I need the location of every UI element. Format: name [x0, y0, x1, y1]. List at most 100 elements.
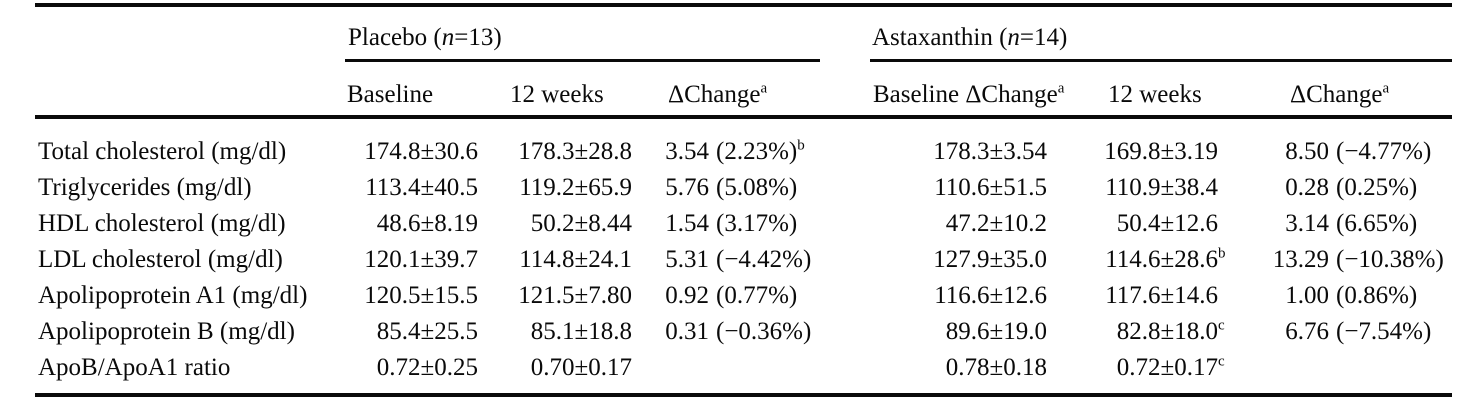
group-header-placebo: Placebo (n=13): [345, 7, 820, 62]
group-label-text: =14): [1019, 24, 1068, 51]
col-header-placebo-12weeks: 12 weeks: [482, 60, 640, 119]
cell-astaxanthin-change: 6.76 (−7.54%): [1228, 313, 1452, 349]
col-header-text: ΔChange: [668, 81, 761, 108]
table-row-apob-apoa1-ratio: ApoB/ApoA1 ratio 0.72±0.25 0.70±0.17 0.7…: [35, 349, 1452, 393]
col-header-astaxanthin-baseline: Baseline ΔChangea: [870, 60, 1064, 119]
cell-placebo-change: 0.31 (−0.36%): [640, 313, 820, 349]
cell-astaxanthin-12weeks: 110.9±38.4: [1060, 169, 1228, 205]
cell-astaxanthin-baseline: 116.6±12.6: [870, 277, 1060, 313]
group-header-astaxanthin: Astaxanthin (n=14): [870, 7, 1453, 62]
col-header-astaxanthin-change: ΔChangea: [1228, 60, 1453, 119]
value: 127.9±35.0: [933, 246, 1047, 273]
col-header-placebo-baseline: Baseline: [345, 60, 482, 119]
table-row-ldl-cholesterol: LDL cholesterol (mg/dl) 120.1±39.7 114.8…: [35, 241, 1452, 277]
percent-value: (3.17%): [716, 210, 798, 237]
cell-placebo-change: 3.54 (2.23%)b: [640, 117, 820, 169]
cell-astaxanthin-change: [1228, 349, 1452, 393]
cell-placebo-change: 1.54 (3.17%): [640, 205, 820, 241]
cell-placebo-baseline: 120.5±15.5: [345, 277, 482, 313]
cell-astaxanthin-baseline: 127.9±35.0: [870, 241, 1060, 277]
value: 89.6±19.0: [945, 318, 1047, 345]
gap-cell: [820, 241, 870, 277]
percent-value: (0.86%): [1336, 282, 1418, 309]
value: 3.14: [1285, 210, 1329, 237]
column-header-row: Baseline 12 weeks ΔChangea Baseline ΔCha…: [35, 60, 1453, 119]
lipid-profile-table: Placebo (n=13) Astaxanthin (n=14) Baseli…: [35, 7, 1453, 393]
percent-value: (−0.36%): [716, 318, 812, 345]
percent-value: (−7.54%): [1336, 318, 1432, 345]
cell-astaxanthin-12weeks: 50.4±12.6: [1060, 205, 1228, 241]
cell-placebo-12weeks: 85.1±18.8: [482, 313, 640, 349]
cell-placebo-baseline: 48.6±8.19: [345, 205, 482, 241]
cell-astaxanthin-change: 0.28 (0.25%): [1228, 169, 1452, 205]
row-label: HDL cholesterol (mg/dl): [38, 210, 286, 237]
empty-cell: [35, 7, 345, 61]
percent-value: (0.25%): [1336, 174, 1418, 201]
table-row-apolipoprotein-a1: Apolipoprotein A1 (mg/dl) 120.5±15.5 121…: [35, 277, 1452, 313]
value: 3.54: [665, 138, 709, 165]
gap-cell: [820, 277, 870, 313]
cell-astaxanthin-baseline: 110.6±51.5: [870, 169, 1060, 205]
col-header-text: 12 weeks: [510, 81, 604, 108]
value: 117.6±14.6: [1105, 282, 1218, 309]
cell-placebo-12weeks: 114.8±24.1: [482, 241, 640, 277]
col-header-text: Baseline ΔChange: [873, 81, 1058, 108]
value: 0.31: [665, 318, 709, 345]
footnote-mark: a: [1382, 80, 1390, 97]
cell-astaxanthin-baseline: 47.2±10.2: [870, 205, 1060, 241]
cell-placebo-12weeks: 50.2±8.44: [482, 205, 640, 241]
italic-n: n: [441, 24, 455, 51]
footnote-mark: c: [1218, 353, 1225, 370]
cell-placebo-12weeks: 119.2±65.9: [482, 169, 640, 205]
cell-placebo-12weeks: 121.5±7.80: [482, 277, 640, 313]
cell-astaxanthin-change: 1.00 (0.86%): [1228, 277, 1452, 313]
value: 110.9±38.4: [1105, 174, 1218, 201]
col-header-astaxanthin-12weeks: 12 weeks: [1060, 60, 1228, 119]
cell-placebo-baseline: 113.4±40.5: [345, 169, 482, 205]
table-row-triglycerides: Triglycerides (mg/dl) 113.4±40.5 119.2±6…: [35, 169, 1452, 205]
percent-value: [709, 354, 716, 381]
italic-n: n: [1007, 24, 1020, 51]
value: 120.1±39.7: [364, 246, 478, 273]
cell-placebo-change: 5.31 (−4.42%): [640, 241, 820, 277]
percent-value: (−4.42%): [716, 246, 812, 273]
cell-astaxanthin-12weeks: 114.6±28.6b: [1060, 241, 1228, 277]
value: 114.6±28.6: [1105, 246, 1218, 273]
cell-placebo-baseline: 120.1±39.7: [345, 241, 482, 277]
value: 1.54: [665, 210, 709, 237]
footnote-mark: b: [797, 137, 805, 154]
cell-astaxanthin-change: 13.29 (−10.38%): [1228, 241, 1452, 277]
cell-astaxanthin-12weeks: 117.6±14.6: [1060, 277, 1228, 313]
col-header-text: Baseline: [347, 81, 434, 108]
value: 0.28: [1285, 174, 1329, 201]
value: 119.2±65.9: [519, 174, 632, 201]
footnote-mark: a: [1057, 80, 1065, 97]
col-header-text: 12 weeks: [1108, 81, 1202, 108]
percent-value: (2.23%): [716, 138, 798, 165]
footnote-mark: c: [1218, 317, 1225, 334]
value: 0.72±0.25: [376, 354, 478, 381]
cell-placebo-change: 0.92 (0.77%): [640, 277, 820, 313]
value: 1.00: [1285, 282, 1329, 309]
value: 5.76: [665, 174, 709, 201]
footnote-mark: a: [760, 80, 768, 97]
percent-value: (−4.77%): [1336, 138, 1432, 165]
cell-placebo-baseline: 0.72±0.25: [345, 349, 482, 393]
value: 110.6±51.5: [934, 174, 1047, 201]
value: 47.2±10.2: [945, 210, 1047, 237]
row-label: Total cholesterol (mg/dl): [38, 138, 287, 165]
value: 85.1±18.8: [530, 318, 632, 345]
value: 0.78±0.18: [945, 354, 1047, 381]
cell-astaxanthin-12weeks: 82.8±18.0c: [1060, 313, 1228, 349]
value: 6.76: [1285, 318, 1329, 345]
cell-placebo-baseline: 174.8±30.6: [345, 117, 482, 169]
value: 85.4±25.5: [376, 318, 478, 345]
row-label: Apolipoprotein A1 (mg/dl): [38, 282, 308, 309]
value: 0.92: [665, 282, 709, 309]
empty-cell: [35, 60, 345, 119]
value: 116.6±12.6: [934, 282, 1047, 309]
percent-value: [1329, 354, 1336, 381]
group-label-text: Astaxanthin (: [872, 24, 1008, 51]
table-row-total-cholesterol: Total cholesterol (mg/dl) 174.8±30.6 178…: [35, 117, 1452, 169]
percent-value: (0.77%): [716, 282, 798, 309]
